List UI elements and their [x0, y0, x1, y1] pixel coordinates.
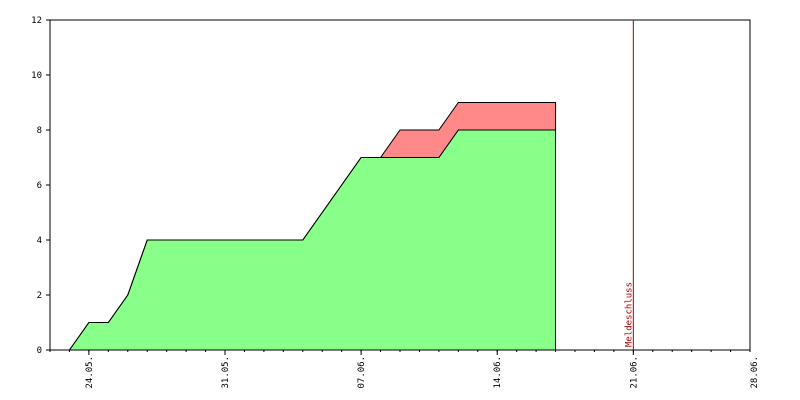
x-tick-label: 14.06. — [493, 356, 503, 389]
x-tick-label: 24.05. — [85, 356, 95, 389]
x-tick-label: 21.06. — [629, 356, 639, 389]
y-tick-label: 2 — [37, 291, 42, 301]
x-tick-label: 07.06. — [357, 356, 367, 389]
y-tick-label: 12 — [31, 16, 42, 26]
x-tick-label: 28.06. — [750, 356, 760, 389]
y-tick-label: 8 — [37, 126, 42, 136]
area-series-2 — [69, 102, 557, 351]
annotation-layer: Meldeschluss — [624, 20, 634, 350]
x-tick-label: 31.05. — [221, 356, 231, 389]
y-axis: 0 2 4 6 8 10 12 — [31, 16, 50, 356]
area-layer — [68, 102, 557, 351]
x-axis: 24.05. 31.05. 07.06. 14.06. 21.06. 28.06. — [49, 350, 760, 389]
y-tick-label: 6 — [37, 181, 42, 191]
y-tick-label: 10 — [31, 71, 42, 81]
y-tick-label: 0 — [37, 346, 42, 356]
y-tick-label: 4 — [37, 236, 42, 246]
deadline-label: Meldeschluss — [624, 282, 634, 347]
